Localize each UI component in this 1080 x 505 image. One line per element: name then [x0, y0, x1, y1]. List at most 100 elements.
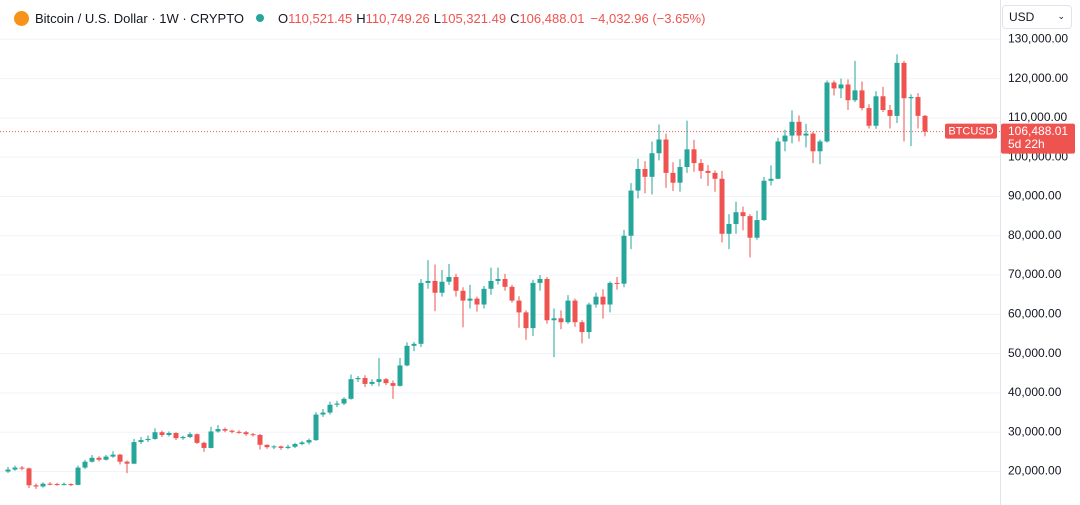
- candle-body: [285, 446, 291, 448]
- candle-body: [922, 115, 928, 132]
- y-tick-label: 130,000.00: [1008, 31, 1068, 45]
- candle-body: [726, 223, 732, 234]
- candle-body: [40, 483, 46, 487]
- candle-body: [404, 345, 410, 366]
- candle-body: [908, 97, 914, 99]
- y-tick-label: 70,000.00: [1008, 267, 1062, 281]
- candle-body: [390, 383, 396, 386]
- y-tick-label: 30,000.00: [1008, 424, 1062, 438]
- candle-body: [684, 149, 690, 167]
- candle-body: [439, 281, 445, 293]
- candle-body: [397, 365, 403, 386]
- candle-body: [565, 300, 571, 323]
- candle-body: [159, 432, 165, 435]
- candle-body: [166, 433, 172, 435]
- candle-body: [656, 139, 662, 154]
- currency-select[interactable]: USD ⌄: [1002, 5, 1072, 29]
- candle-body: [278, 446, 284, 448]
- candle-body: [5, 469, 11, 472]
- candle-body: [663, 139, 669, 173]
- price-badge-countdown: 5d 22h: [1008, 137, 1045, 151]
- candle-body: [747, 216, 753, 238]
- candle-body: [425, 280, 431, 283]
- candle-body: [138, 440, 144, 443]
- candle-body: [705, 170, 711, 173]
- candle-body: [593, 296, 599, 305]
- candle-body: [754, 220, 760, 238]
- candle-body: [509, 286, 515, 301]
- candle-body: [852, 90, 858, 101]
- y-tick-label: 90,000.00: [1008, 189, 1062, 203]
- candle-body: [103, 456, 109, 460]
- price-badge-value: 106,488.01: [1008, 124, 1068, 138]
- y-tick-label: 80,000.00: [1008, 228, 1062, 242]
- candle-body: [915, 97, 921, 116]
- candle-body: [586, 304, 592, 333]
- candle-body: [215, 429, 221, 432]
- candle-body: [838, 84, 844, 89]
- candle-body: [362, 378, 368, 384]
- y-tick-label: 50,000.00: [1008, 346, 1062, 360]
- candle-body: [467, 298, 473, 301]
- candle-body: [334, 403, 340, 405]
- candle-body: [229, 430, 235, 432]
- candle-body: [271, 446, 277, 448]
- candle-body: [124, 461, 130, 464]
- candle-body: [824, 82, 830, 142]
- candle-body: [530, 282, 536, 329]
- candle-body: [474, 298, 480, 305]
- candle-body: [873, 96, 879, 126]
- candle-body: [544, 278, 550, 321]
- high-label: H: [356, 10, 366, 26]
- candle-body: [187, 434, 193, 437]
- candle-body: [292, 444, 298, 447]
- candle-body: [194, 434, 200, 443]
- candle-body: [33, 485, 39, 487]
- close-label: C: [510, 10, 520, 26]
- candle-body: [495, 278, 501, 281]
- candle-body: [348, 379, 354, 399]
- candle-body: [698, 163, 704, 171]
- candle-body: [355, 378, 361, 380]
- candle-body: [446, 277, 452, 282]
- candle-body: [677, 167, 683, 183]
- symbol-title[interactable]: Bitcoin / U.S. Dollar · 1W · CRYPTO: [35, 10, 245, 26]
- candle-body: [523, 312, 529, 329]
- low-value: 105,321.49: [440, 10, 507, 26]
- candle-body: [82, 461, 88, 468]
- candle-body: [117, 454, 123, 462]
- candle-body: [600, 296, 606, 305]
- candle-body: [810, 133, 816, 152]
- candle-body: [453, 277, 459, 291]
- candle-body: [831, 82, 837, 89]
- candle-body: [383, 379, 389, 384]
- candle-body: [320, 412, 326, 415]
- candle-body: [670, 172, 676, 183]
- candle-body: [516, 300, 522, 313]
- candle-body: [411, 343, 417, 346]
- candle-body: [201, 442, 207, 448]
- candle-body: [733, 212, 739, 224]
- candle-body: [803, 133, 809, 136]
- candle-body: [558, 318, 564, 323]
- y-tick-label: 20,000.00: [1008, 464, 1062, 478]
- candle-body: [26, 468, 32, 486]
- candle-body: [607, 282, 613, 305]
- candle-body: [894, 62, 900, 116]
- candle-body: [89, 457, 95, 462]
- candle-body: [68, 484, 74, 486]
- change-value: −4,032.96 (−3.65%): [590, 10, 706, 26]
- y-tick-label: 120,000.00: [1008, 71, 1068, 85]
- symbol-legend: Bitcoin / U.S. Dollar · 1W · CRYPTO O 110…: [14, 8, 705, 28]
- symbol-tag: BTCUSD: [948, 126, 993, 138]
- candle-body: [369, 381, 375, 384]
- candle-body: [572, 300, 578, 323]
- candle-body: [145, 438, 151, 441]
- candle-body: [866, 108, 872, 126]
- candle-body: [257, 434, 263, 445]
- candle-body: [299, 442, 305, 445]
- candle-body: [635, 168, 641, 191]
- candle-body: [621, 235, 627, 284]
- candle-body: [376, 379, 382, 382]
